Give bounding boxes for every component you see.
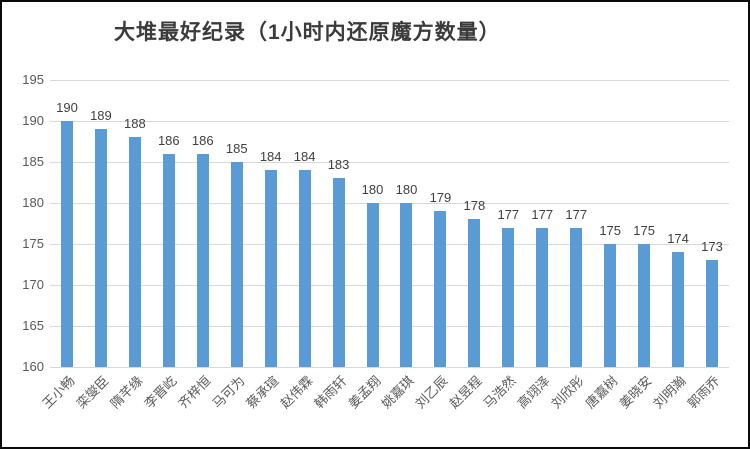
- gridline: [50, 80, 729, 81]
- bar: [162, 153, 175, 367]
- y-axis: 160 165 170 175 180 185 190 195: [2, 73, 44, 374]
- y-tick-label: 165: [22, 318, 44, 334]
- bar: [706, 260, 719, 367]
- y-tick-label: 190: [22, 113, 44, 128]
- gridline: [50, 367, 729, 368]
- bar: [468, 219, 481, 367]
- y-tick-label: 175: [22, 236, 44, 251]
- bar-value-label: 190: [56, 100, 78, 115]
- bar-value-label: 188: [124, 116, 146, 132]
- bar: [264, 170, 277, 367]
- gridline: [50, 162, 729, 163]
- y-tick-label: 160: [22, 359, 44, 374]
- bar: [128, 137, 141, 367]
- bar-value-label: 177: [565, 206, 588, 222]
- bar-value-label: 179: [429, 190, 452, 206]
- bar: [94, 129, 107, 367]
- bar-value-label: 183: [327, 157, 350, 173]
- gridline: [50, 244, 729, 245]
- bar: [298, 170, 311, 367]
- bar-value-label: 184: [259, 149, 282, 165]
- bar-value-label: 177: [497, 206, 520, 222]
- bar-value-label: 173: [701, 239, 723, 255]
- bar: [604, 244, 617, 367]
- bar-value-label: 174: [667, 231, 689, 247]
- y-tick-label: 170: [22, 277, 44, 293]
- bar: [400, 203, 413, 367]
- gridline: [50, 121, 729, 122]
- bar-value-label: 184: [293, 149, 316, 165]
- bar: [672, 252, 685, 367]
- bar-value-label: 189: [90, 108, 112, 124]
- bar: [434, 211, 447, 367]
- bar-value-label: 186: [157, 132, 180, 148]
- y-tick-label: 180: [22, 195, 44, 211]
- bar-value-label: 177: [531, 206, 554, 222]
- gridline: [50, 326, 729, 328]
- x-axis: 王小畅 栾燮臣 隋芊缘 李晋屹 齐梓恒 马可为 蔡承瑄 赵伟霖 韩雨轩 姜孟翔 姚嘉琪 刘乙辰 赵昱程马…: [39, 373, 729, 447]
- bar-value-label: 185: [225, 141, 248, 156]
- bar: [638, 244, 651, 367]
- y-tick-label: 185: [22, 154, 44, 169]
- gridline: [50, 203, 729, 205]
- plot-area: 190 189 188 186 186 185 184 184 183 180 180 179 178 1…: [50, 80, 729, 368]
- bar-value-label: 178: [463, 198, 486, 214]
- bar: [502, 227, 515, 367]
- bar-value-label: 175: [599, 223, 622, 238]
- bar: [536, 227, 549, 367]
- bar: [60, 121, 73, 367]
- bar: [332, 178, 345, 367]
- bar-value-label: 180: [395, 182, 418, 198]
- gridline: [50, 285, 729, 287]
- bar: [196, 153, 209, 367]
- bar: [366, 203, 379, 367]
- y-tick-label: 195: [22, 72, 44, 87]
- bar-value-label: 180: [361, 182, 384, 198]
- bar: [230, 162, 243, 367]
- chart-title: 大堆最好纪录（1小时内还原魔方数量）: [114, 21, 501, 44]
- bar-value-label: 186: [191, 132, 214, 148]
- bar-value-label: 175: [633, 223, 655, 238]
- bar: [570, 227, 583, 367]
